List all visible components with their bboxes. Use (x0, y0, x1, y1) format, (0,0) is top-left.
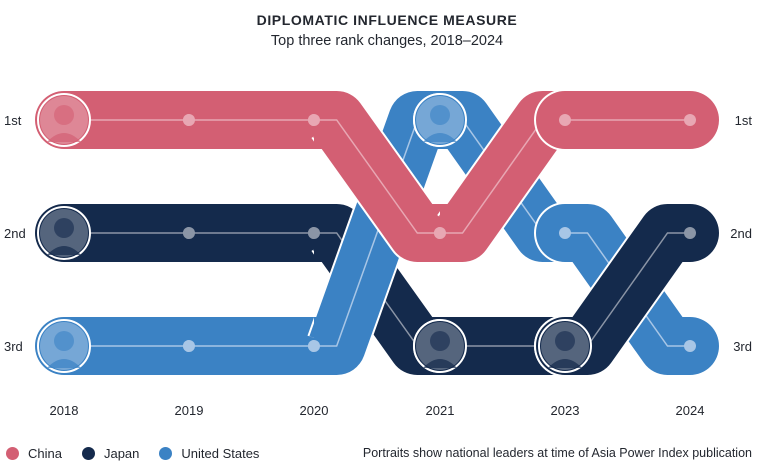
portrait-united-states-2021 (413, 93, 467, 147)
data-point-china-2019 (183, 114, 195, 126)
face-icon (54, 218, 74, 238)
rank-label-right-3: 3rd (733, 339, 752, 354)
year-label-2021: 2021 (426, 403, 455, 418)
year-label-2020: 2020 (300, 403, 329, 418)
legend-item-japan: Japan (81, 446, 140, 461)
band-segment-japan-2023-2024 (534, 202, 721, 377)
year-label-2018: 2018 (50, 403, 79, 418)
face-icon (54, 331, 74, 351)
band-segment-japan-2019-2020 (183, 202, 320, 264)
data-point-united-states-2023 (559, 227, 571, 239)
data-point-china-2024 (684, 114, 696, 126)
chart-subtitle: Top three rank changes, 2018–2024 (270, 33, 504, 49)
portrait-japan-2021 (413, 319, 467, 373)
face-icon (555, 331, 575, 351)
portrait-united-states-2018 (37, 319, 91, 373)
band-segment-japan-2018-2019 (33, 202, 220, 264)
band-segment-united-states-2019-2020 (183, 315, 320, 377)
bands-layer (33, 89, 721, 377)
shoulders-icon (47, 359, 81, 368)
data-point-china-2023 (559, 114, 571, 126)
data-point-united-states-2020 (308, 340, 320, 352)
band-segment-china-2023-2024 (534, 89, 721, 151)
bump-chart: 1st 1st 2nd 2nd 3rd 3rd 2018 2019 2020 2021 2023 20… (4, 89, 752, 418)
shoulders-icon (423, 359, 457, 368)
rank-label-left-1: 1st (4, 113, 22, 128)
legend-label-japan: Japan (103, 446, 140, 461)
year-label-2024: 2024 (676, 403, 705, 418)
rank-label-left-3: 3rd (4, 339, 23, 354)
data-point-japan-2024 (684, 227, 696, 239)
year-label-2023: 2023 (551, 403, 580, 418)
face-icon (54, 105, 74, 125)
portrait-japan-2023 (538, 319, 592, 373)
legend-item-united-states: United States (159, 446, 259, 461)
band-segment-china-2020-2021 (305, 89, 449, 264)
data-point-china-2021 (434, 227, 446, 239)
data-point-japan-2019 (183, 227, 195, 239)
legend-swatch-united-states (159, 447, 173, 460)
shoulders-icon (423, 133, 457, 142)
portrait-china-2018 (37, 93, 91, 147)
portrait-note: Portraits show national leaders at time … (362, 446, 752, 460)
legend-swatch-japan (81, 447, 95, 460)
portrait-japan-2018 (37, 206, 91, 260)
band-segment-china-2019-2020 (183, 89, 320, 151)
labels-layer: 1st 1st 2nd 2nd 3rd 3rd 2018 2019 2020 2021 2023 20… (4, 113, 752, 418)
legend-label-china: China (28, 446, 62, 461)
band-segment-china-2018-2019 (33, 89, 220, 151)
legend-label-united-states: United States (181, 446, 260, 461)
rank-label-right-1: 1st (735, 113, 753, 128)
rank-label-right-2: 2nd (730, 226, 752, 241)
band-segment-united-states-2018-2019 (33, 315, 220, 377)
shoulders-icon (47, 246, 81, 255)
year-label-2019: 2019 (175, 403, 204, 418)
data-point-united-states-2024 (684, 340, 696, 352)
data-point-united-states-2019 (183, 340, 195, 352)
legend: China Japan United States (6, 446, 279, 461)
data-point-japan-2020 (308, 227, 320, 239)
chart-title: DIPLOMATIC INFLUENCE MEASURE (256, 12, 518, 28)
rank-label-left-2: 2nd (4, 226, 26, 241)
band-centerline-china (314, 119, 440, 234)
face-icon (430, 105, 450, 125)
shoulders-icon (47, 133, 81, 142)
legend-item-china: China (6, 446, 62, 461)
legend-swatch-china (6, 447, 19, 460)
data-point-china-2020 (308, 114, 320, 126)
face-icon (430, 331, 450, 351)
shoulders-icon (548, 359, 582, 368)
